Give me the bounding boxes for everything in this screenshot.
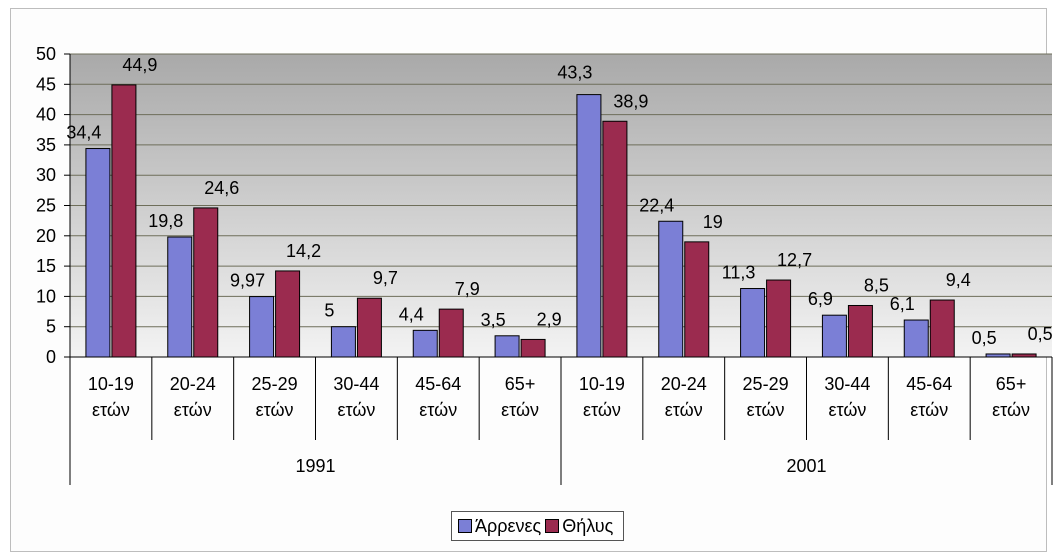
data-label-series-2: 19 xyxy=(703,212,723,232)
data-label-series-2: 12,7 xyxy=(777,250,812,270)
bar-series-1 xyxy=(494,335,520,358)
x-tick-label: 65+ xyxy=(996,374,1027,394)
bar-series-2 xyxy=(766,279,792,358)
bar-series-1 xyxy=(985,353,1011,358)
x-tick-label: 10-19 xyxy=(579,374,625,394)
bar-series-2 xyxy=(356,297,382,358)
bar-series-2 xyxy=(602,120,628,358)
x-tick-label: ετών xyxy=(92,400,130,420)
data-label-series-2: 2,9 xyxy=(537,309,562,329)
bar-series-1 xyxy=(740,288,766,358)
bar-series-2 xyxy=(520,338,546,358)
bar-series-2 xyxy=(1011,353,1037,358)
bar-series-2 xyxy=(193,207,219,358)
y-tick-label: 35 xyxy=(36,135,56,155)
data-label-series-1: 6,9 xyxy=(808,289,833,309)
bar-series-1 xyxy=(658,220,684,358)
bar-series-1 xyxy=(412,329,438,358)
y-tick-label: 10 xyxy=(36,286,56,306)
y-tick-label: 5 xyxy=(46,317,56,337)
x-tick-label: ετών xyxy=(583,400,621,420)
data-label-series-1: 22,4 xyxy=(639,195,674,215)
data-label-series-2: 38,9 xyxy=(613,91,648,111)
y-tick-label: 0 xyxy=(46,347,56,367)
group-label: 1991 xyxy=(295,456,335,476)
data-label-series-1: 4,4 xyxy=(399,304,424,324)
x-tick-label: 30-44 xyxy=(824,374,870,394)
data-label-series-1: 3,5 xyxy=(481,310,506,330)
x-tick-label: 30-44 xyxy=(333,374,379,394)
y-tick-label: 50 xyxy=(36,44,56,64)
legend-item-series-2: Θήλυς xyxy=(545,516,613,537)
x-tick-label: ετών xyxy=(501,400,539,420)
data-label-series-1: 5 xyxy=(324,301,334,321)
legend-item-series-1: Άρρενες xyxy=(458,516,541,537)
y-tick-label: 25 xyxy=(36,196,56,216)
data-label-series-2: 0,5 xyxy=(1028,324,1053,344)
x-tick-label: ετών xyxy=(337,400,375,420)
data-label-series-2: 7,9 xyxy=(455,279,480,299)
data-label-series-1: 19,8 xyxy=(148,211,183,231)
x-tick-label: 10-19 xyxy=(88,374,134,394)
legend-label-series-2: Θήλυς xyxy=(562,515,614,536)
x-tick-label: ετών xyxy=(910,400,948,420)
data-label-series-1: 6,1 xyxy=(890,294,915,314)
bar-series-2 xyxy=(275,270,301,358)
x-tick-label: 25-29 xyxy=(252,374,298,394)
x-tick-label: 65+ xyxy=(505,374,536,394)
data-label-series-1: 9,97 xyxy=(230,271,265,291)
bar-series-2 xyxy=(684,241,710,358)
data-label-series-1: 11,3 xyxy=(722,263,756,283)
bar-series-1 xyxy=(903,319,929,358)
data-label-series-2: 9,4 xyxy=(946,270,971,290)
bar-series-2 xyxy=(847,304,873,358)
data-label-series-2: 24,6 xyxy=(204,178,239,198)
group-label: 2001 xyxy=(786,456,826,476)
x-tick-label: ετών xyxy=(665,400,703,420)
x-tick-label: ετών xyxy=(747,400,785,420)
data-label-series-2: 8,5 xyxy=(864,275,889,295)
legend-swatch-series-1 xyxy=(458,519,472,533)
x-tick-label: ετών xyxy=(419,400,457,420)
bar-series-2 xyxy=(438,308,464,358)
x-tick-label: 45-64 xyxy=(906,374,952,394)
y-tick-label: 15 xyxy=(36,256,56,276)
bar-series-1 xyxy=(85,148,111,358)
legend: Άρρενες Θήλυς xyxy=(451,511,625,541)
bar-series-1 xyxy=(167,236,193,358)
bar-series-2 xyxy=(111,84,137,358)
data-label-series-1: 34,4 xyxy=(66,123,101,143)
x-tick-label: 25-29 xyxy=(743,374,789,394)
x-tick-label: ετών xyxy=(992,400,1030,420)
legend-swatch-series-2 xyxy=(545,519,560,533)
y-tick-label: 30 xyxy=(36,165,56,185)
bar-series-1 xyxy=(576,94,602,358)
x-tick-label: ετών xyxy=(174,400,212,420)
x-tick-label: 45-64 xyxy=(415,374,461,394)
y-tick-label: 40 xyxy=(36,105,56,125)
data-label-series-1: 0,5 xyxy=(972,328,997,348)
x-tick-label: ετών xyxy=(828,400,866,420)
x-tick-label: ετών xyxy=(256,400,294,420)
x-tick-label: 20-24 xyxy=(170,374,216,394)
y-tick-label: 20 xyxy=(36,226,56,246)
bar-series-1 xyxy=(249,296,275,358)
x-tick-label: 20-24 xyxy=(661,374,707,394)
data-label-series-1: 43,3 xyxy=(557,63,592,83)
legend-label-series-1: Άρρενες xyxy=(475,515,542,536)
data-label-series-2: 9,7 xyxy=(373,268,398,288)
y-tick-label: 45 xyxy=(36,74,56,94)
bar-series-2 xyxy=(929,299,955,358)
data-label-series-2: 44,9 xyxy=(122,55,157,75)
bar-series-1 xyxy=(821,314,847,358)
bar-series-1 xyxy=(330,326,356,358)
data-label-series-2: 14,2 xyxy=(286,241,321,261)
